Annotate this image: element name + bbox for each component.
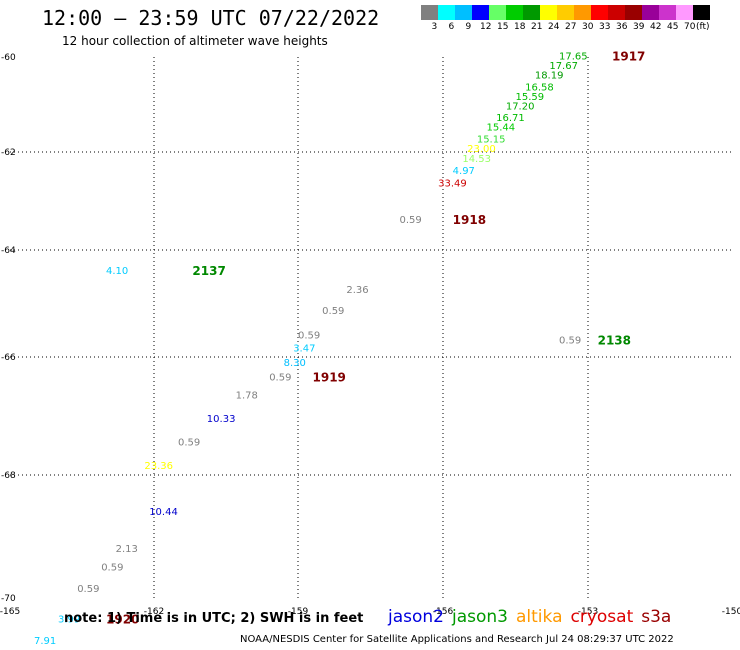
mission-jason2: jason2 [388,607,444,627]
legend-label: 3 [431,22,438,32]
legend-label: 18 [514,22,526,32]
wave-height-label: 4.97 [453,166,475,177]
footer-note: note: 1) Time is in UTC; 2) SWH is in fe… [64,611,364,626]
wave-height-label: 0.59 [101,562,123,573]
footer-credit: NOAA/NESDIS Center for Satellite Applica… [240,634,674,645]
y-tick-label: -62 [1,148,16,158]
wave-height-label: 17.65 [559,51,588,62]
legend-label: 21 [531,22,543,32]
legend-swatch [523,5,540,20]
wave-height-label: 1.78 [236,390,258,401]
wave-height-label: 8.30 [284,358,306,369]
mission-cryosat: cryosat [570,607,634,627]
legend-label: 9 [465,22,472,32]
x-tick-label: -162 [144,607,164,617]
mission-altika: altika [516,607,563,627]
wave-height-label: 18.19 [535,70,564,81]
wave-height-label: 15.15 [477,135,506,146]
legend-label: 15 [497,22,509,32]
legend-swatch [676,5,693,20]
legend-swatch [693,5,710,20]
pass-number-label: 1919 [313,371,346,385]
legend-label: 24 [548,22,560,32]
legend-label: 33 [599,22,611,32]
x-tick-label: -159 [288,607,309,617]
legend-label: 36 [616,22,628,32]
pass-number-label: 2138 [598,334,631,348]
legend-labels: 3 6 9 12 15 18 21 24 27 30 33 36 39 42 45 70 (ft) [421,20,710,34]
legend-label: 45 [667,22,679,32]
wave-height-label: 23.00 [467,144,496,155]
wave-height-label: 17.67 [549,61,578,72]
legend-label: 30 [582,22,594,32]
legend-label: 12 [480,22,492,32]
wave-height-label: 3.47 [293,344,315,355]
legend-swatch [591,5,608,20]
wave-height-label: 10.33 [207,414,236,425]
legend-label: 6 [448,22,455,32]
wave-height-label: 14.53 [462,154,491,165]
legend-swatch [472,5,489,20]
legend-swatch [625,5,642,20]
pass-number-label: 1918 [453,213,486,227]
pass-number-label: 2137 [192,264,225,278]
wave-height-label: 0.59 [559,336,581,347]
legend-swatch [574,5,591,20]
wave-height-label: 3.99 [58,615,80,626]
color-legend: 3 6 9 12 15 18 21 24 27 30 33 36 39 42 45 70 (ft) [421,5,710,34]
x-tick-label: -150 [722,607,740,617]
legend-swatches [421,5,710,20]
x-tick-label: -153 [578,607,598,617]
mission-s3a: s3a [641,607,672,627]
legend-swatch [557,5,574,20]
wave-height-label: 0.59 [400,215,422,226]
wave-height-label: 0.59 [322,306,344,317]
wave-height-label: 10.44 [149,507,178,518]
y-tick-label: -70 [1,594,16,604]
legend-swatch [659,5,676,20]
x-tick-label: -156 [433,607,454,617]
wave-height-label: 17.20 [506,101,535,112]
wave-height-label: 4.10 [106,266,128,277]
wave-height-label: 2.36 [346,285,368,296]
mission-legend: jason2 jason3 altika cryosat s3a [388,607,679,627]
y-tick-label: -64 [1,246,16,256]
legend-swatch [540,5,557,20]
pass-number-label: 1917 [612,49,645,63]
legend-label: (ft) [696,22,710,32]
wave-height-label: 7.91 [34,636,56,647]
wave-height-label: 15.59 [516,92,545,103]
pass-number-label: 1920 [106,613,139,627]
x-tick-label: -165 [0,607,20,617]
legend-swatch [489,5,506,20]
wave-height-label: 23.36 [144,461,173,472]
legend-swatch [421,5,438,20]
legend-label: 39 [633,22,645,32]
y-tick-label: -68 [1,471,16,481]
wave-height-label: 0.59 [178,438,200,449]
wave-height-label: 0.59 [77,584,99,595]
map-subtitle: 12 hour collection of altimeter wave hei… [62,34,328,48]
legend-swatch [506,5,523,20]
legend-label: 27 [565,22,577,32]
legend-swatch [608,5,625,20]
wave-height-label: 16.71 [496,113,525,124]
wave-height-label: 15.44 [487,123,516,134]
legend-label: 70 [684,22,696,32]
map-title: 12:00 — 23:59 UTC 07/22/2022 [42,6,380,30]
wave-height-label: 0.59 [269,373,291,384]
wave-height-label: 16.58 [525,82,554,93]
wave-height-label: 0.59 [298,330,320,341]
wave-height-label: 33.49 [438,178,467,189]
wave-height-label: 2.13 [116,544,138,555]
mission-jason3: jason3 [452,607,508,627]
y-tick-label: -60 [1,53,16,63]
y-tick-label: -66 [1,353,16,363]
legend-label: 42 [650,22,662,32]
legend-swatch [642,5,659,20]
legend-swatch [438,5,455,20]
legend-swatch [455,5,472,20]
